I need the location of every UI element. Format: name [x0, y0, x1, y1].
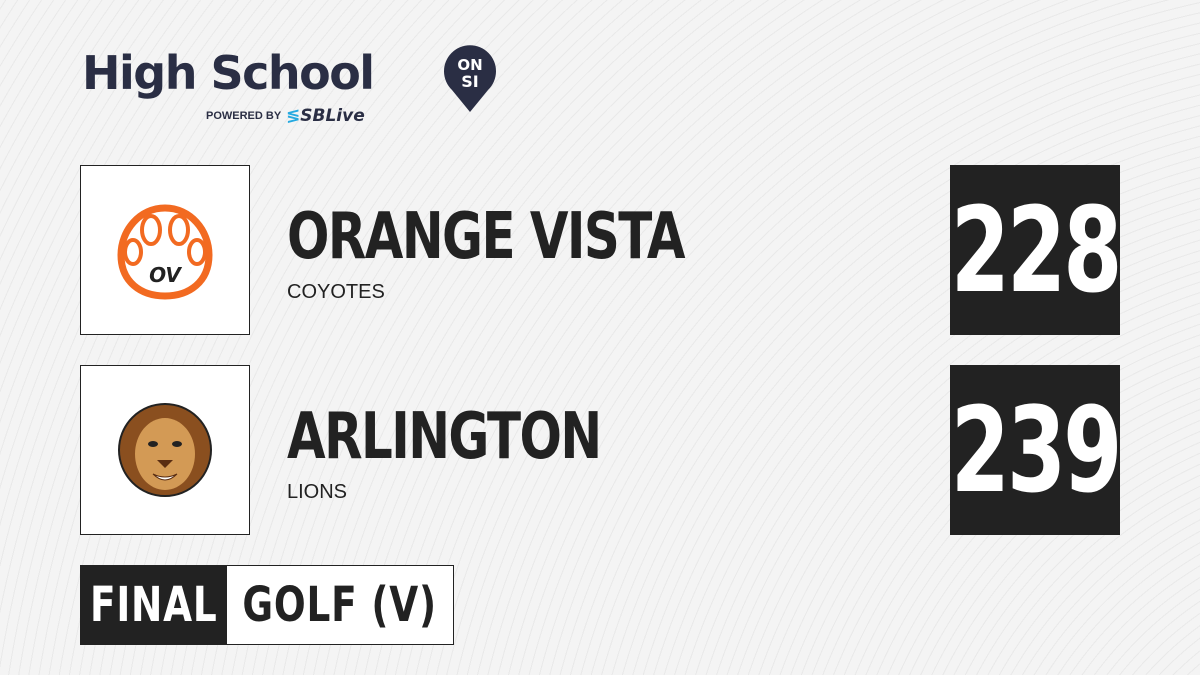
- powered-by-label: POWERED BY: [206, 110, 282, 122]
- team-1-logo-box: OV: [80, 165, 250, 335]
- team-2-name: ARLINGTON: [287, 400, 602, 474]
- team-1-score: 228: [950, 165, 1123, 335]
- team-2-logo-box: [80, 365, 250, 535]
- sport-label: GOLF (V): [242, 577, 438, 633]
- badge-bottom: SI: [461, 72, 478, 91]
- sport-badge: GOLF (V): [227, 566, 453, 644]
- brand-title: High School: [82, 46, 375, 100]
- high-school-on-si-logo: High School ON SI POWERED BY ≶SBLive: [82, 44, 502, 134]
- status-state: FINAL: [90, 577, 218, 633]
- on-si-pin-icon: ON SI: [444, 45, 496, 112]
- team-1-mascot: COYOTES: [287, 281, 385, 303]
- badge-top: ON: [457, 56, 482, 74]
- team-1-name: ORANGE VISTA: [287, 200, 686, 274]
- final-badge: FINAL: [81, 566, 227, 644]
- game-status-bar: FINAL GOLF (V): [80, 565, 454, 645]
- paw-icon: OV: [117, 204, 213, 300]
- team-2-score-value: 239: [950, 381, 1123, 519]
- team-1-score-value: 228: [950, 181, 1123, 319]
- partner-name: SBLive: [300, 106, 365, 126]
- team-2-mascot: LIONS: [287, 481, 348, 503]
- team-2-score: 239: [950, 365, 1123, 535]
- sblive-s-icon: ≶: [286, 106, 301, 126]
- lion-icon: [118, 403, 212, 497]
- svg-text:OV: OV: [149, 263, 182, 287]
- sblive-logo: ≶SBLive: [286, 106, 365, 126]
